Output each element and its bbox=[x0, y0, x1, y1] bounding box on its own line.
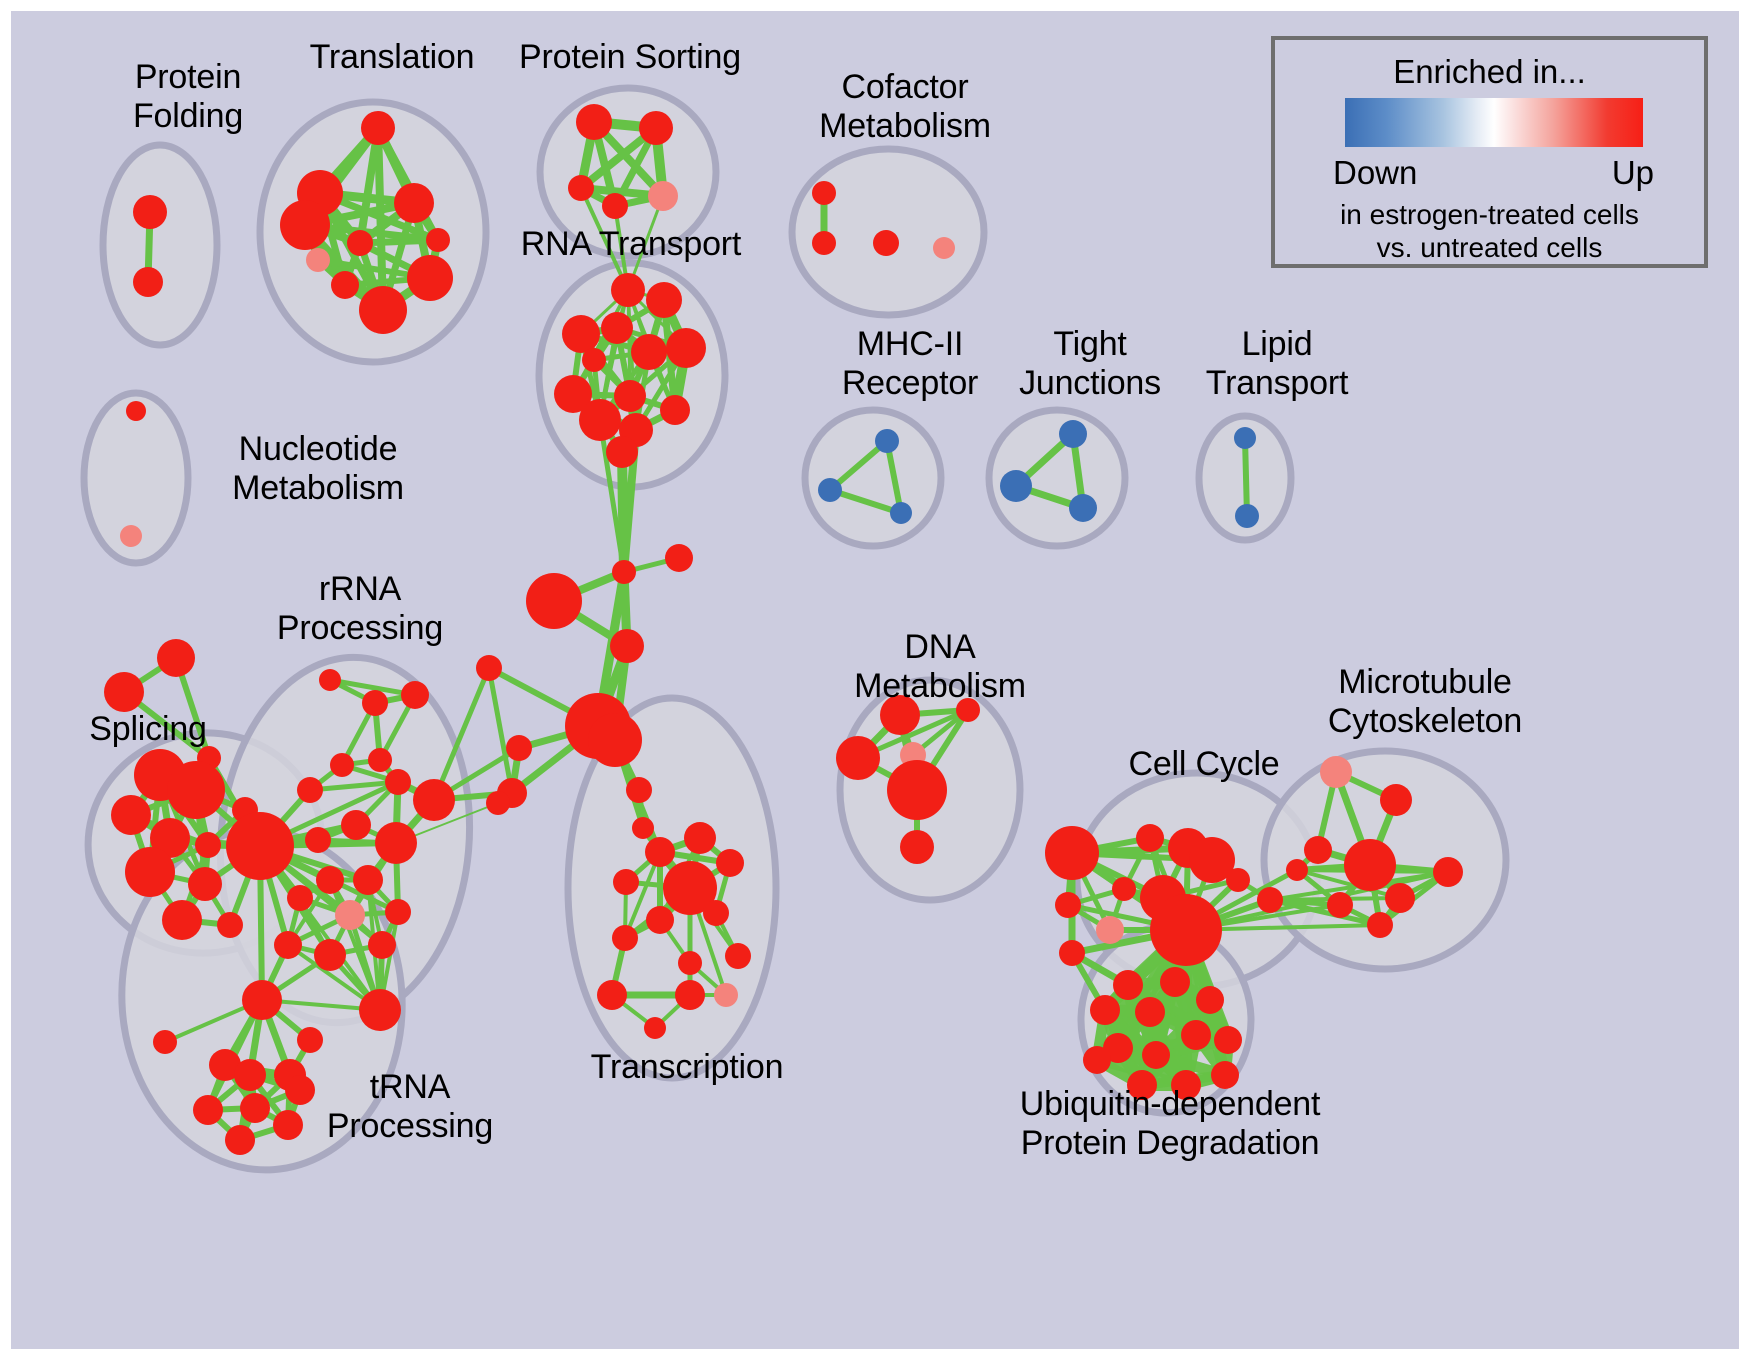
label-tight-junctions: Tight Junctions bbox=[1019, 325, 1161, 402]
legend-subtitle: in estrogen-treated cells vs. untreated … bbox=[1340, 199, 1639, 263]
label-transcription: Transcription bbox=[590, 1048, 784, 1086]
label-protein-sorting: Protein Sorting bbox=[519, 38, 741, 76]
label-splicing: Splicing bbox=[89, 710, 207, 748]
label-rna-transport: RNA Transport bbox=[520, 225, 742, 263]
label-lipid-transport: Lipid Transport bbox=[1205, 325, 1349, 402]
legend-color-bar bbox=[1345, 98, 1643, 147]
label-trna-processing: tRNA Processing bbox=[326, 1068, 494, 1145]
cluster-nodes-translation bbox=[280, 111, 453, 334]
legend-down-label: Down bbox=[1333, 154, 1418, 191]
hull-protein-folding bbox=[99, 141, 221, 349]
cluster-nodes-tight-junctions bbox=[1000, 420, 1097, 522]
label-nucleotide-metabolism: Nucleotide Metabolism bbox=[232, 430, 404, 507]
label-cofactor-metabolism: Cofactor Metabolism bbox=[819, 68, 991, 145]
cluster-nodes-nucleotide-metabolism bbox=[120, 401, 146, 547]
cluster-nodes-transcription bbox=[597, 822, 751, 1039]
label-protein-folding: Protein Folding bbox=[132, 58, 244, 135]
cluster-nodes-rna-transport bbox=[554, 273, 706, 468]
network-nodes bbox=[104, 104, 1463, 1155]
cluster-nodes-mhc-ii-receptor bbox=[818, 429, 912, 524]
label-rrna-processing: rRNA Processing bbox=[276, 570, 444, 647]
label-microtubule-cytoskeleton: Microtubule Cytoskeleton bbox=[1327, 663, 1523, 740]
cluster-nodes-splicing bbox=[104, 639, 258, 940]
cluster-nodes-trna-processing bbox=[153, 1027, 323, 1155]
cluster-nodes-dna-metabolism bbox=[836, 695, 980, 864]
label-cell-cycle: Cell Cycle bbox=[1128, 745, 1280, 783]
central-spine-nodes bbox=[476, 544, 693, 839]
cluster-nodes-cofactor-metabolism bbox=[812, 181, 955, 259]
hull-nucleotide-metabolism bbox=[80, 389, 192, 567]
legend-up-label: Up bbox=[1611, 154, 1654, 191]
cluster-nodes-ubiquitin-degradation bbox=[1083, 967, 1242, 1100]
label-dna-metabolism: DNA Metabolism bbox=[854, 628, 1026, 705]
cluster-nodes-protein-sorting bbox=[568, 104, 678, 219]
cluster-nodes-cell-cycle bbox=[1045, 824, 1283, 966]
cluster-nodes-rrna-processing bbox=[226, 669, 455, 1031]
label-mhc-ii-receptor: MHC-II Receptor bbox=[841, 325, 979, 402]
label-ubiquitin-degradation: Ubiquitin-dependent Protein Degradation bbox=[1019, 1085, 1321, 1162]
label-translation: Translation bbox=[309, 38, 475, 76]
cluster-nodes-protein-folding bbox=[133, 195, 167, 297]
cluster-nodes-microtubule-cytoskeleton bbox=[1286, 756, 1463, 938]
hull-mhc-ii-receptor bbox=[801, 406, 945, 550]
legend-title: Enriched in... bbox=[1393, 53, 1586, 90]
legend-panel: Enriched in... Down Up in estrogen-treat… bbox=[1271, 36, 1708, 268]
cluster-nodes-lipid-transport bbox=[1234, 427, 1259, 528]
